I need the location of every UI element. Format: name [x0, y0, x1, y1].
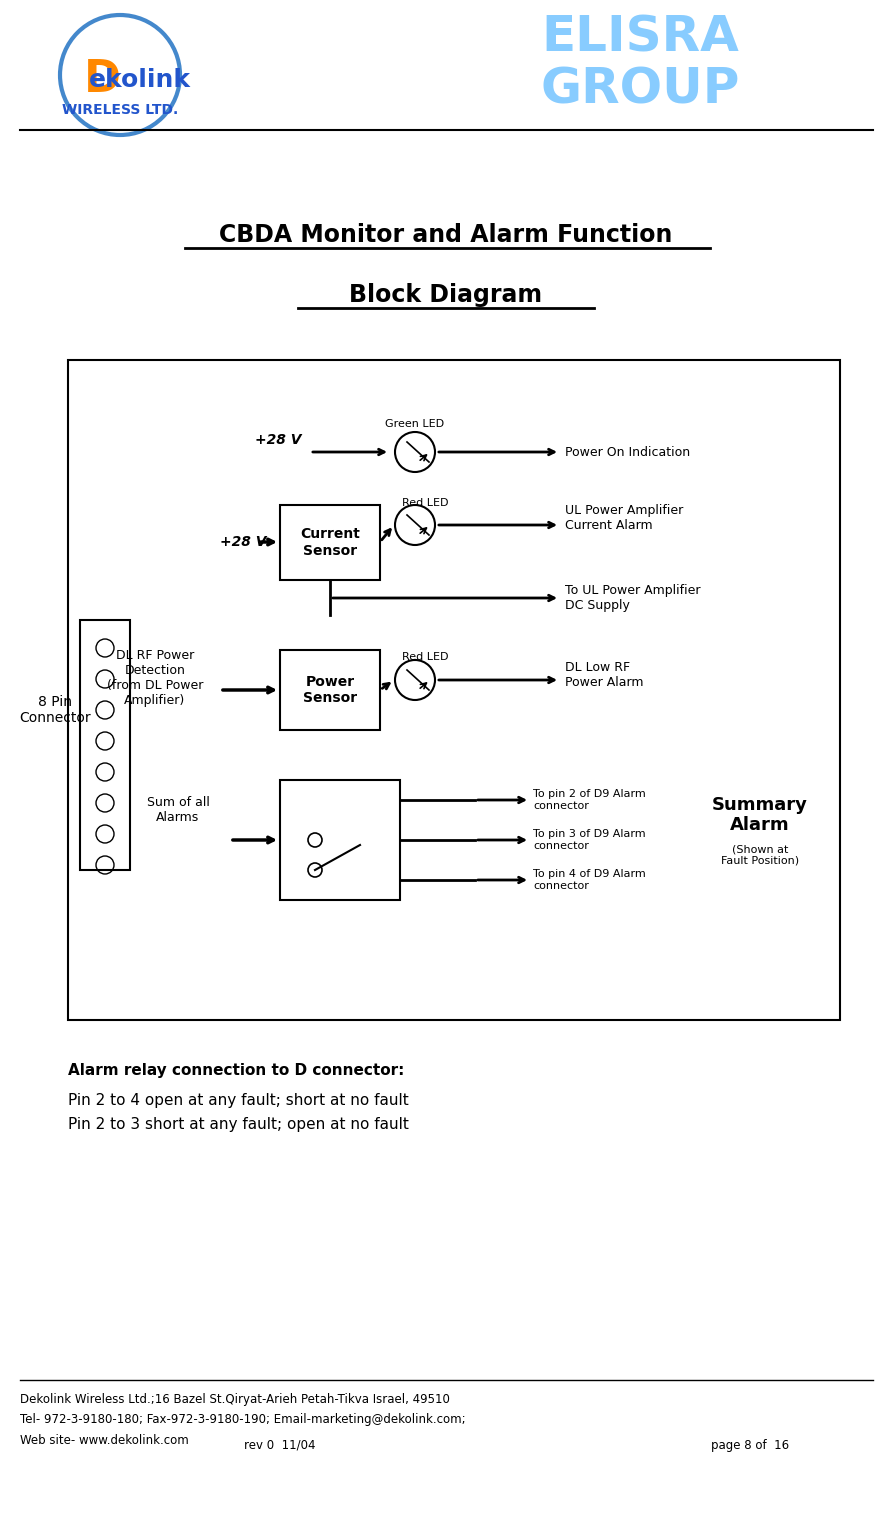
Text: +28 V: +28 V — [220, 536, 266, 549]
Text: Power
Sensor: Power Sensor — [303, 676, 357, 705]
Text: Block Diagram: Block Diagram — [349, 283, 543, 306]
Bar — [280, 505, 380, 580]
Text: To pin 2 of D9 Alarm
connector: To pin 2 of D9 Alarm connector — [533, 790, 646, 811]
Bar — [280, 780, 400, 900]
Text: ELISRA: ELISRA — [541, 14, 739, 62]
Text: Red LED: Red LED — [402, 653, 448, 662]
Bar — [68, 360, 840, 1020]
Text: Red LED: Red LED — [402, 499, 448, 508]
Text: D: D — [84, 58, 121, 102]
Text: Tel- 972-3-9180-180; Fax-972-3-9180-190; Email-marketing@dekolink.com;: Tel- 972-3-9180-180; Fax-972-3-9180-190;… — [20, 1413, 465, 1427]
Text: Dekolink Wireless Ltd.;16 Bazel St.Qiryat-Arieh Petah-Tikva Israel, 49510: Dekolink Wireless Ltd.;16 Bazel St.Qirya… — [20, 1393, 450, 1407]
Text: GROUP: GROUP — [540, 66, 739, 114]
Bar — [280, 649, 380, 729]
Text: +28 V: +28 V — [255, 432, 302, 446]
Bar — [80, 620, 130, 870]
Text: (Shown at
Fault Position): (Shown at Fault Position) — [721, 845, 799, 866]
Text: WIRELESS LTD.: WIRELESS LTD. — [62, 103, 178, 117]
Text: Pin 2 to 3 short at any fault; open at no fault: Pin 2 to 3 short at any fault; open at n… — [68, 1117, 409, 1133]
Text: Web site- www.dekolink.com: Web site- www.dekolink.com — [20, 1433, 188, 1447]
Text: CBDA Monitor and Alarm Function: CBDA Monitor and Alarm Function — [220, 223, 672, 246]
Text: 8 Pin
Connector: 8 Pin Connector — [19, 696, 91, 725]
Text: DL Low RF
Power Alarm: DL Low RF Power Alarm — [565, 660, 644, 689]
Text: Alarm relay connection to D connector:: Alarm relay connection to D connector: — [68, 1062, 405, 1077]
Text: page 8 of  16: page 8 of 16 — [711, 1439, 789, 1451]
Text: To pin 3 of D9 Alarm
connector: To pin 3 of D9 Alarm connector — [533, 830, 646, 851]
Text: Pin 2 to 4 open at any fault; short at no fault: Pin 2 to 4 open at any fault; short at n… — [68, 1093, 409, 1108]
Text: To pin 4 of D9 Alarm
connector: To pin 4 of D9 Alarm connector — [533, 870, 646, 891]
Text: To UL Power Amplifier
DC Supply: To UL Power Amplifier DC Supply — [565, 583, 700, 613]
Text: Green LED: Green LED — [386, 419, 445, 429]
Text: Current
Sensor: Current Sensor — [300, 528, 360, 557]
Text: Summary
Alarm: Summary Alarm — [712, 796, 808, 834]
Text: Power On Indication: Power On Indication — [565, 445, 690, 459]
Text: UL Power Amplifier
Current Alarm: UL Power Amplifier Current Alarm — [565, 503, 683, 532]
Text: Sum of all
Alarms: Sum of all Alarms — [146, 796, 210, 823]
Text: ekolink: ekolink — [89, 68, 191, 92]
Text: DL RF Power
Detection
(from DL Power
Amplifier): DL RF Power Detection (from DL Power Amp… — [107, 649, 204, 706]
Text: rev 0  11/04: rev 0 11/04 — [245, 1439, 316, 1451]
